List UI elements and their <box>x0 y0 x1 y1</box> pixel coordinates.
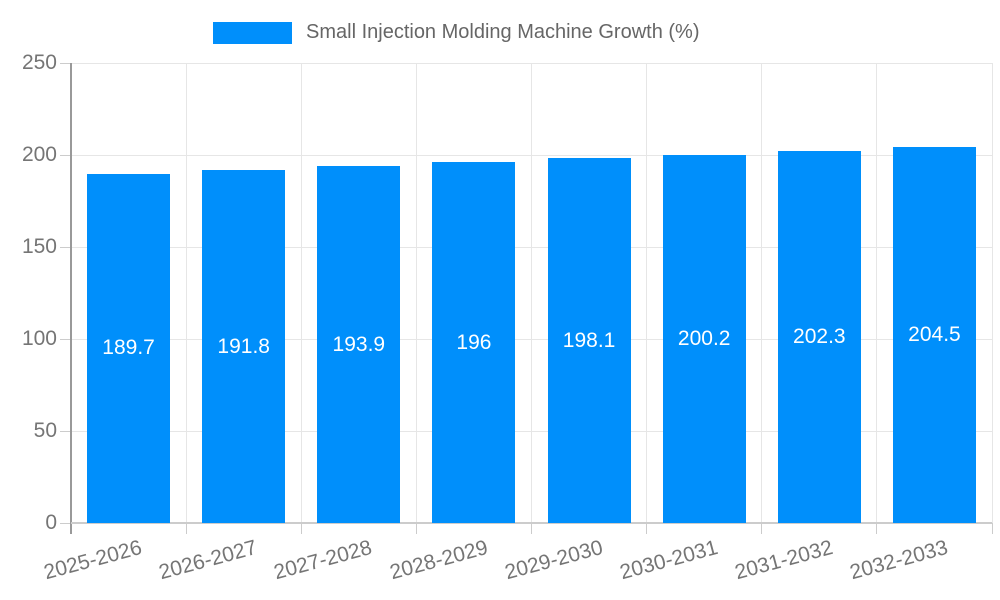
gridline-vertical <box>300 63 302 523</box>
gridline-vertical <box>415 63 417 523</box>
x-axis-label: 2029-2030 <box>502 536 606 585</box>
x-axis-line <box>71 522 992 524</box>
y-tick <box>60 62 71 64</box>
gridline-vertical <box>531 63 532 523</box>
x-tick <box>300 523 302 534</box>
gridline-vertical <box>646 63 648 523</box>
bar[interactable] <box>547 158 631 523</box>
y-tick <box>60 246 71 248</box>
bar-value-label: 200.2 <box>677 326 731 350</box>
x-axis-label: 2032-2033 <box>847 536 951 585</box>
y-axis-label: 100 <box>21 327 57 350</box>
x-axis-label: 2028-2029 <box>386 536 490 585</box>
legend-label: Small Injection Molding Machine Growth (… <box>306 21 700 43</box>
y-axis-line <box>70 63 72 534</box>
bar[interactable] <box>777 150 861 523</box>
gridline-vertical <box>761 63 763 523</box>
bar[interactable] <box>317 166 401 523</box>
y-tick <box>60 430 71 432</box>
legend-swatch <box>213 21 292 44</box>
bar[interactable] <box>892 146 976 523</box>
x-tick <box>876 523 878 534</box>
bar[interactable] <box>202 170 286 523</box>
x-axis-label: 2027-2028 <box>271 536 375 585</box>
x-axis-label: 2025-2026 <box>41 536 145 585</box>
y-axis-label: 50 <box>33 419 57 442</box>
y-tick <box>60 522 71 524</box>
x-tick <box>761 523 763 534</box>
y-tick <box>60 154 71 156</box>
y-tick <box>60 338 71 340</box>
y-axis-label: 200 <box>21 143 57 166</box>
bar-value-label: 202.3 <box>793 324 846 348</box>
x-tick <box>991 523 993 534</box>
bar-value-label: 204.5 <box>908 322 961 346</box>
bar-value-label: 193.9 <box>332 332 386 356</box>
x-tick <box>185 523 187 534</box>
x-tick <box>415 523 417 534</box>
x-tick <box>531 523 532 534</box>
bar-value-label: 191.8 <box>217 334 270 358</box>
bar-value-label: 198.1 <box>562 328 616 352</box>
legend-item[interactable]: Small Injection Molding Machine Growth (… <box>213 21 700 44</box>
gridline-vertical <box>876 63 878 523</box>
bar[interactable] <box>662 154 746 523</box>
x-axis-label: 2031-2032 <box>732 536 836 585</box>
bar-value-label: 189.7 <box>102 336 155 360</box>
x-tick <box>646 523 648 534</box>
bar[interactable] <box>87 173 171 523</box>
gridline-vertical <box>991 63 993 523</box>
y-axis-label: 0 <box>45 511 57 534</box>
x-axis-label: 2026-2027 <box>156 536 260 585</box>
y-axis-label: 150 <box>21 235 57 258</box>
gridline-vertical <box>185 63 187 523</box>
bar-value-label: 196 <box>456 330 492 354</box>
y-axis-label: 250 <box>21 51 57 74</box>
bar[interactable] <box>432 162 516 523</box>
x-axis-label: 2030-2031 <box>617 536 721 585</box>
